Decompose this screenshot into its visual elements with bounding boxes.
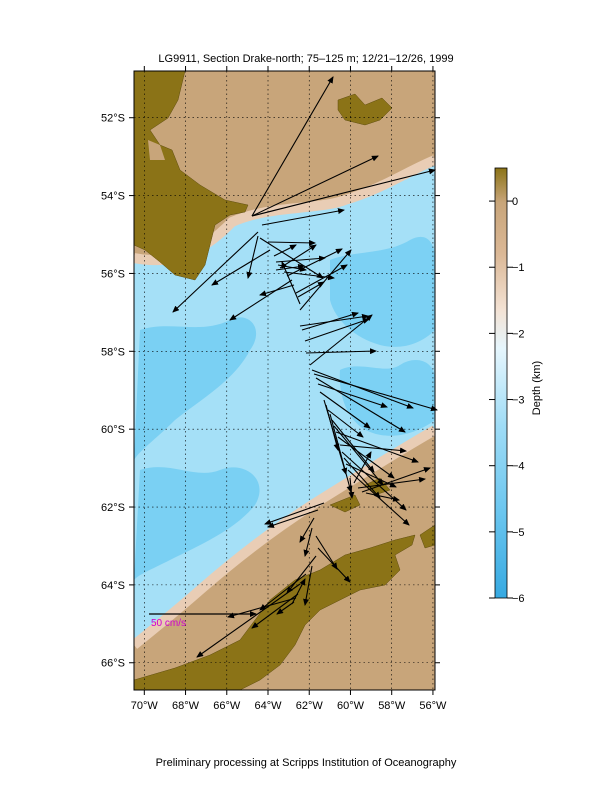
- velocity-arrow: [357, 476, 426, 489]
- velocity-arrow: [304, 318, 370, 342]
- lon-tick-label: 56°W: [419, 700, 447, 712]
- velocity-vectors: [172, 76, 438, 658]
- velocity-arrow: [286, 555, 317, 594]
- footer-credit: Preliminary processing at Scripps Instit…: [155, 757, 457, 769]
- map-title: LG9911, Section Drake-north; 75–125 m; 1…: [158, 53, 454, 65]
- lon-tick-label: 60°W: [337, 700, 365, 712]
- abyss-patch: [134, 317, 257, 460]
- velocity-arrow: [299, 313, 369, 327]
- velocity-arrow: [291, 578, 306, 605]
- velocity-arrow: [309, 314, 373, 366]
- abyss-patch: [330, 236, 435, 347]
- land-antarctic-peninsula: [134, 534, 416, 690]
- colorbar-ticks: 0 −1 −2 −3 −4 −5 −6: [489, 196, 525, 605]
- lon-tick-label: 66°W: [213, 700, 241, 712]
- lon-tick-label: 62°W: [296, 700, 324, 712]
- velocity-arrow: [327, 409, 364, 438]
- velocity-arrow: [259, 573, 307, 611]
- velocity-arrow: [317, 383, 388, 408]
- velocity-arrow: [275, 263, 305, 271]
- velocity-arrow: [295, 264, 348, 294]
- velocity-arrow: [303, 565, 313, 606]
- abyss-patch: [134, 467, 260, 580]
- slope-band-south: [134, 425, 435, 649]
- land-island-east: [419, 524, 435, 549]
- velocity-arrow: [317, 547, 351, 583]
- velocity-arrow: [251, 76, 334, 217]
- bathymetry-layer: [134, 71, 435, 690]
- velocity-arrow: [301, 311, 359, 331]
- velocity-arrow: [319, 391, 371, 429]
- velocity-arrow: [251, 168, 436, 217]
- lat-tick-label: 60°S: [101, 424, 125, 436]
- velocity-arrow: [347, 469, 410, 526]
- velocity-arrow: [335, 431, 419, 463]
- lat-tick-label: 54°S: [101, 191, 125, 203]
- velocity-arrow: [333, 425, 384, 486]
- colorbar-tick-label: −5: [512, 527, 525, 539]
- velocity-arrow: [329, 413, 353, 493]
- velocity-arrow: [172, 231, 259, 313]
- velocity-arrow: [325, 404, 340, 451]
- velocity-arrow: [259, 237, 324, 279]
- velocity-arrow: [343, 457, 381, 499]
- scale-label: 50 cm/s: [151, 618, 186, 629]
- colorbar-tick-label: −2: [512, 328, 525, 340]
- lon-tick-label: 64°W: [254, 700, 282, 712]
- velocity-arrow: [273, 244, 297, 257]
- colorbar-tick-label: −1: [512, 262, 525, 274]
- velocity-arrow: [303, 527, 313, 557]
- velocity-arrow: [211, 249, 271, 286]
- lat-tick-label: 62°S: [101, 502, 125, 514]
- velocity-arrow: [251, 155, 379, 217]
- map-frame: [133, 70, 436, 691]
- velocity-arrow: [259, 284, 295, 297]
- velocity-arrow: [299, 517, 315, 543]
- velocity-arrow: [276, 601, 295, 615]
- velocity-arrow: [361, 467, 431, 493]
- colorbar-tick-label: −6: [512, 593, 525, 605]
- velocity-arrow: [315, 377, 406, 433]
- latitude-axis: 52°S 54°S 56°S 58°S 60°S 62°S 64°S 66°S: [101, 113, 440, 670]
- velocity-arrow: [299, 249, 352, 311]
- lat-tick-label: 56°S: [101, 268, 125, 280]
- velocity-arrow: [267, 239, 316, 246]
- velocity-arrow: [305, 348, 377, 355]
- lon-tick-label: 58°W: [378, 700, 406, 712]
- velocity-arrow: [339, 444, 407, 454]
- land-south-shetland: [329, 494, 361, 513]
- velocity-arrow: [313, 373, 438, 412]
- velocity-arrow: [315, 535, 338, 570]
- lat-tick-label: 66°S: [101, 658, 125, 670]
- lat-tick-label: 58°S: [101, 346, 125, 358]
- lat-tick-label: 52°S: [101, 113, 125, 125]
- velocity-arrow: [286, 248, 343, 277]
- lon-tick-label: 70°W: [131, 700, 159, 712]
- graticule: [134, 71, 435, 690]
- lon-tick-label: 68°W: [172, 700, 200, 712]
- velocity-arrow: [365, 492, 400, 502]
- velocity-arrow: [196, 583, 301, 658]
- velocity-arrow: [297, 281, 325, 298]
- colorbar-tick-label: −3: [512, 395, 525, 407]
- lat-tick-label: 64°S: [101, 580, 125, 592]
- land-inlet: [148, 140, 165, 160]
- velocity-arrow: [246, 235, 259, 279]
- velocity-arrow: [353, 451, 372, 484]
- velocity-arrow: [311, 369, 414, 409]
- depth-colorbar: [494, 167, 508, 599]
- colorbar-label: Depth (km): [531, 361, 543, 415]
- land-south-america: [134, 71, 249, 281]
- colorbar-tick-label: −4: [512, 461, 525, 473]
- velocity-arrow: [281, 261, 301, 305]
- land-island-north: [337, 93, 393, 126]
- colorbar-tick-label: 0: [512, 196, 518, 208]
- longitude-axis: 70°W 68°W 66°W 64°W 62°W 60°W 58°W 56°W: [131, 66, 447, 712]
- velocity-arrow: [261, 208, 345, 226]
- velocity-arrow: [348, 477, 355, 499]
- velocity-arrow: [267, 509, 319, 528]
- velocity-arrow: [264, 502, 325, 525]
- velocity-arrow: [229, 279, 293, 321]
